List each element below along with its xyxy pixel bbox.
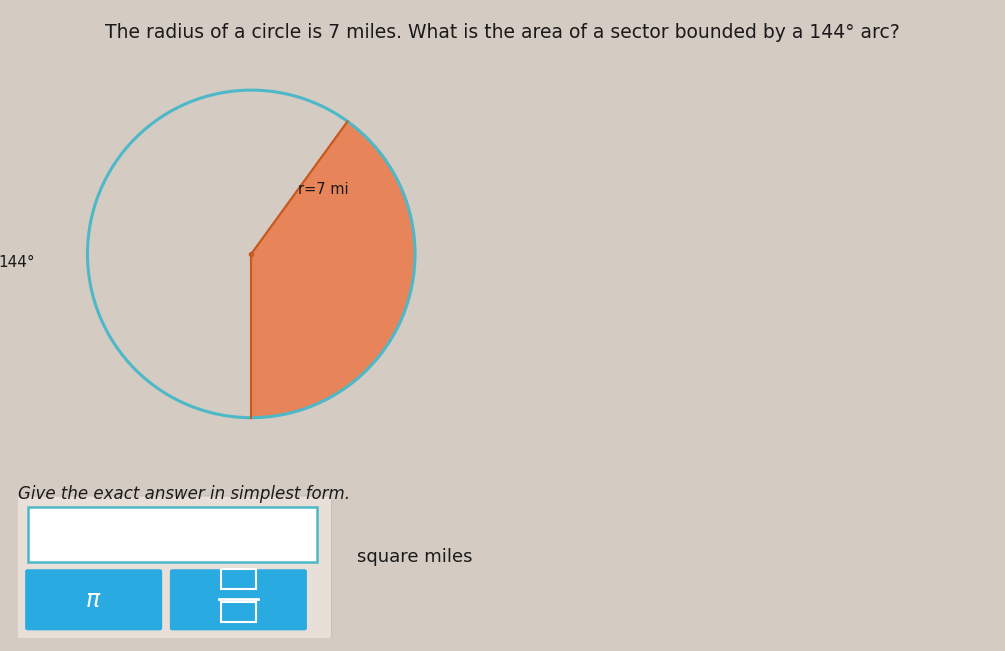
FancyBboxPatch shape	[28, 506, 318, 562]
FancyBboxPatch shape	[25, 569, 162, 630]
Text: $\pi$: $\pi$	[85, 588, 102, 612]
Text: The radius of a circle is 7 miles. What is the area of a sector bounded by a 144: The radius of a circle is 7 miles. What …	[106, 23, 899, 42]
FancyBboxPatch shape	[170, 569, 307, 630]
Text: r=7 mi: r=7 mi	[297, 182, 349, 197]
Wedge shape	[251, 121, 415, 418]
FancyBboxPatch shape	[13, 496, 332, 639]
Text: square miles: square miles	[357, 547, 472, 566]
Text: Give the exact answer in simplest form.: Give the exact answer in simplest form.	[18, 485, 350, 503]
Text: 144°: 144°	[0, 255, 35, 270]
